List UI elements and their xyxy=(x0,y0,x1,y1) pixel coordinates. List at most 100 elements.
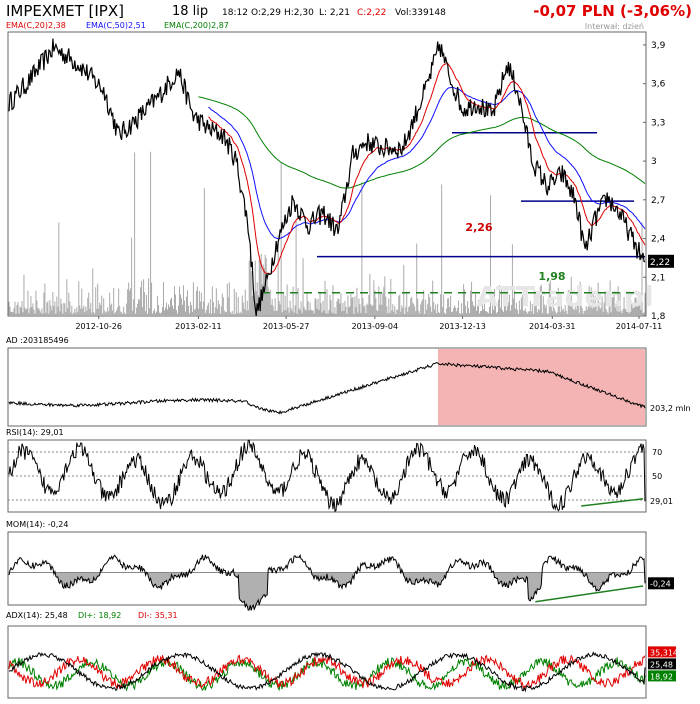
volume-bar xyxy=(575,309,577,316)
volume-bar xyxy=(77,312,79,316)
volume-bar xyxy=(433,301,435,316)
volume-bar xyxy=(242,302,244,316)
volume-bar xyxy=(219,313,221,316)
volume-bar xyxy=(347,295,349,316)
volume-bar xyxy=(51,310,53,316)
volume-bar xyxy=(599,309,601,316)
volume-bar xyxy=(169,299,171,316)
volume-bar xyxy=(25,309,27,316)
volume-bar xyxy=(579,281,581,316)
volume-bar xyxy=(577,305,579,316)
volume-bar xyxy=(238,313,240,316)
volume-bar xyxy=(395,313,397,316)
volume-bar xyxy=(469,313,471,316)
volume-bar xyxy=(416,243,418,316)
volume-bar xyxy=(459,313,461,316)
volume-bar xyxy=(427,304,429,316)
volume-bar xyxy=(178,286,180,316)
volume-bar xyxy=(634,297,636,316)
volume-bar xyxy=(181,304,183,316)
volume-bar xyxy=(477,306,479,316)
volume-bar xyxy=(232,313,234,316)
volume-bar xyxy=(486,312,488,316)
volume-bar xyxy=(142,307,144,316)
volume-bar xyxy=(501,310,503,316)
volume-bar xyxy=(301,312,303,316)
volume-bar xyxy=(145,311,147,316)
adx-last-box xyxy=(648,646,676,658)
volume-bar xyxy=(100,304,102,316)
y-tick-label: 3 xyxy=(651,157,657,167)
volume-bar xyxy=(74,308,76,316)
volume-bar xyxy=(297,287,299,316)
volume-bar xyxy=(72,313,74,316)
volume-bar xyxy=(91,312,93,316)
y-tick-label: 1,8 xyxy=(651,312,666,322)
volume-bar xyxy=(555,313,557,316)
volume-bar xyxy=(33,309,35,316)
volume-bar xyxy=(448,298,450,316)
volume-bar xyxy=(467,300,469,316)
volume-bar xyxy=(464,289,466,316)
volume-bar xyxy=(101,295,103,316)
volume-bar xyxy=(544,307,546,316)
mom-panel-frame xyxy=(7,531,647,606)
volume-bar xyxy=(507,302,509,316)
volume-bar xyxy=(620,310,622,316)
adx-last-label: 35,314 xyxy=(650,648,678,657)
volume-bar xyxy=(396,309,398,316)
volume-bar xyxy=(95,287,97,316)
volume-bar xyxy=(221,293,223,316)
volume-bar xyxy=(466,313,468,316)
volume-bar xyxy=(406,291,408,316)
volume-bar xyxy=(530,311,532,316)
volume-bar xyxy=(303,306,305,316)
volume-bar xyxy=(141,280,143,316)
rsi-label: RSI(14): 29,01 xyxy=(6,428,64,437)
volume-bar xyxy=(515,302,517,316)
volume-bar xyxy=(155,313,157,316)
volume-bar xyxy=(124,312,126,316)
x-tick-label: 2012-10-26 xyxy=(75,322,122,331)
volume-bar xyxy=(98,308,100,316)
watermark: ATTrader.pl xyxy=(476,280,653,313)
volume-bar xyxy=(10,312,12,316)
volume-bar xyxy=(410,298,412,316)
volume-bar xyxy=(525,311,527,316)
volume-bar xyxy=(322,300,324,316)
volume-bar xyxy=(641,222,643,316)
volume-bar xyxy=(607,313,609,316)
volume-bar xyxy=(237,297,239,316)
volume-bar xyxy=(578,312,580,316)
volume-bar xyxy=(509,310,511,316)
volume-bar xyxy=(283,310,285,316)
volume-bar xyxy=(149,308,151,316)
volume-bar xyxy=(247,310,249,316)
volume-bar xyxy=(442,307,444,316)
volume-bar xyxy=(625,309,627,316)
volume-bar xyxy=(332,285,334,316)
volume-bar xyxy=(382,293,384,316)
volume-bar xyxy=(327,313,329,316)
ticker-title: IMPEXMET [IPX] xyxy=(6,2,124,20)
volume-bar xyxy=(159,312,161,316)
volume-bar xyxy=(11,311,13,316)
volume-bar xyxy=(538,310,540,316)
volume-bar xyxy=(628,313,630,316)
volume-bar xyxy=(384,276,386,316)
volume-bar xyxy=(588,285,590,316)
volume-bar xyxy=(346,313,348,316)
volume-bar xyxy=(214,307,216,316)
volume-bar xyxy=(527,311,529,316)
volume-bar xyxy=(65,311,67,316)
mom-divergence-line xyxy=(535,585,644,603)
volume-bar xyxy=(632,308,634,316)
x-tick-label: 2014-07-11 xyxy=(616,322,663,331)
volume-bar xyxy=(480,310,482,316)
volume-bar xyxy=(311,310,313,316)
volume-bar xyxy=(431,311,433,316)
ema200-line xyxy=(198,96,646,189)
volume-bar xyxy=(617,286,619,316)
volume-bar xyxy=(206,305,208,316)
volume-bar xyxy=(164,310,166,316)
